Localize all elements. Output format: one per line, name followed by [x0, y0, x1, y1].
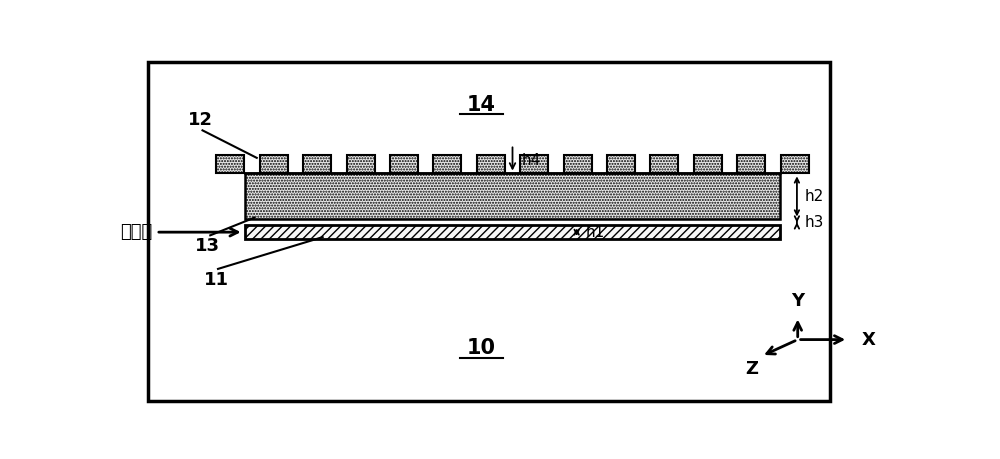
Bar: [390, 155, 418, 174]
Bar: [477, 155, 505, 174]
Bar: [260, 155, 288, 174]
Text: Y: Y: [791, 292, 804, 310]
Bar: [781, 155, 809, 174]
Text: h1: h1: [586, 224, 605, 240]
Bar: [737, 155, 765, 174]
Bar: [303, 155, 331, 174]
Bar: [216, 155, 244, 174]
Text: h4: h4: [522, 153, 541, 168]
Bar: [148, 62, 830, 402]
Text: 11: 11: [204, 271, 229, 289]
Bar: [564, 155, 592, 174]
Bar: [694, 155, 722, 174]
Bar: [245, 174, 780, 219]
Bar: [245, 225, 780, 239]
Bar: [607, 155, 635, 174]
Text: 12: 12: [188, 111, 213, 129]
Text: Z: Z: [746, 360, 759, 378]
Text: 光信号: 光信号: [120, 223, 152, 241]
Text: h2: h2: [805, 189, 824, 204]
Text: 10: 10: [467, 338, 496, 358]
Text: 14: 14: [467, 95, 496, 115]
Text: 13: 13: [195, 237, 220, 255]
Text: h3: h3: [805, 215, 824, 230]
Text: X: X: [862, 330, 876, 348]
Bar: [520, 155, 548, 174]
Bar: [347, 155, 375, 174]
Bar: [650, 155, 678, 174]
Bar: [433, 155, 461, 174]
